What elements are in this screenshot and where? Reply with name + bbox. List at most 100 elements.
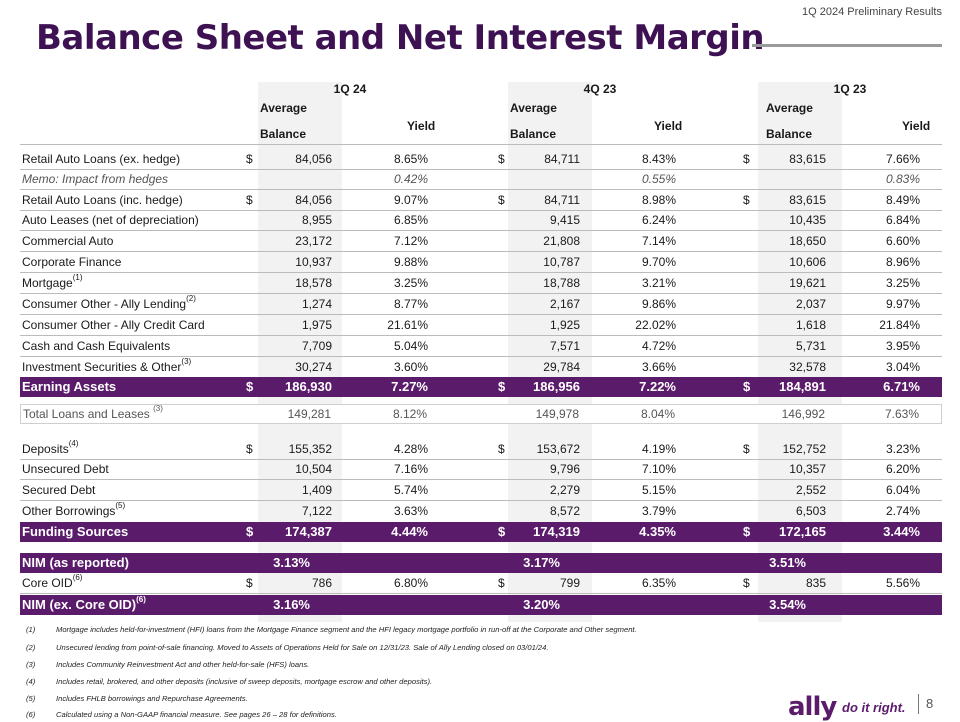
row-label-text: Consumer Other - Ally Lending	[22, 297, 187, 311]
nim-value: 3.17%	[523, 555, 560, 570]
yield-value: 6.80%	[393, 576, 428, 590]
yield-value: 8.77%	[393, 297, 428, 311]
yield-value: 6.20%	[885, 462, 920, 476]
balance-value: 9,415	[549, 213, 580, 227]
balance-value: 786	[311, 576, 332, 590]
yield-value: 5.04%	[393, 339, 428, 353]
balance-value: 7,571	[549, 339, 580, 353]
yield-value: 3.44%	[883, 524, 920, 539]
balance-value: 23,172	[295, 234, 332, 248]
row-label-text: Total Loans and Leases	[23, 407, 154, 421]
row-divider	[20, 293, 942, 294]
balance-value: 172,165	[779, 524, 826, 539]
yield-value: 9.07%	[393, 193, 428, 207]
nim-value: 3.13%	[273, 555, 310, 570]
period-label: 1Q 24	[333, 82, 367, 96]
yield-value: 7.14%	[641, 234, 676, 248]
row-divider	[20, 593, 942, 594]
balance-value: 5,731	[795, 339, 826, 353]
yield-value: 6.71%	[883, 379, 920, 394]
row-label: Investment Securities & Other(3)	[22, 357, 191, 377]
balance-value: 184,891	[779, 379, 826, 394]
footnote-number: (6)	[26, 710, 36, 719]
currency-symbol: $	[498, 193, 505, 207]
balance-value: 9,796	[549, 462, 580, 476]
table-row: Investment Securities & Other(3) 30,274 3.…	[20, 357, 942, 377]
balance-value: 799	[559, 576, 580, 590]
currency-symbol: $	[246, 193, 253, 207]
balance-label: Balance	[510, 127, 557, 141]
yield-value: 9.70%	[641, 255, 676, 269]
row-label: Auto Leases (net of depreciation)	[22, 210, 199, 230]
balance-value: 153,672	[536, 442, 580, 456]
footnote: (1) Mortgage includes held-for-investment…	[26, 625, 637, 634]
avg-label: Average	[260, 101, 307, 115]
balance-value: 18,788	[543, 276, 580, 290]
nim-value: 3.54%	[769, 597, 806, 612]
table-row: Memo: Impact from hedges 0.42% 0.55% 0.83%	[20, 169, 942, 189]
balance-value: 10,435	[789, 213, 826, 227]
yield-value: 7.10%	[641, 462, 676, 476]
footnote-ref: (3)	[153, 404, 163, 413]
balance-value: 10,504	[295, 462, 332, 476]
yield-value: 8.04%	[640, 407, 675, 421]
balance-value: 152,752	[782, 442, 826, 456]
row-label-text: Earning Assets	[22, 379, 117, 394]
table-row: Retail Auto Loans (ex. hedge) $84,056 8.65…	[20, 149, 942, 169]
yield-value: 2.74%	[885, 504, 920, 518]
footnote: (2) Unsecured lending from point-of-sale …	[26, 643, 549, 652]
balance-value: 7,122	[301, 504, 332, 518]
table-row: Secured Debt 1,409 5.74% 2,279 5.15% 2,552 6.0…	[20, 480, 942, 500]
yield-value: 21.84%	[879, 318, 920, 332]
balance-value: 6,503	[795, 504, 826, 518]
yield-value: 6.85%	[393, 213, 428, 227]
row-label-text: Mortgage	[22, 276, 73, 290]
row-divider	[20, 356, 942, 357]
balance-value: 84,056	[295, 152, 332, 166]
yield-value: 6.24%	[641, 213, 676, 227]
footnote-ref: (6)	[72, 573, 83, 582]
table-row: Mortgage(1) 18,578 3.25% 18,788 3.21% 19,621 3…	[20, 273, 942, 293]
table-row: Cash and Cash Equivalents 7,709 5.04% 7,571…	[20, 336, 942, 356]
balance-value: 19,621	[789, 276, 826, 290]
table-row: Core OID(6) $786 6.80% $799 6.35% $835 5.56%	[20, 573, 942, 593]
balance-value: 2,552	[795, 483, 826, 497]
footnote: (4) Includes retail, brokered, and other …	[26, 677, 432, 686]
footnote-number: (5)	[26, 694, 36, 703]
title-rule	[752, 44, 942, 47]
row-divider	[20, 272, 942, 273]
balance-value: 2,167	[549, 297, 580, 311]
yield-value: 7.66%	[885, 152, 920, 166]
balance-value: 30,274	[295, 360, 332, 374]
balance-value: 84,056	[295, 193, 332, 207]
yield-value: 3.25%	[393, 276, 428, 290]
row-label: Other Borrowings(5)	[22, 501, 125, 521]
table-row: Unsecured Debt 10,504 7.16% 9,796 7.10% 10,35…	[20, 459, 942, 479]
row-divider	[20, 459, 942, 460]
yield-value: 9.97%	[885, 297, 920, 311]
nim-value: 3.20%	[523, 597, 560, 612]
balance-value: 1,274	[301, 297, 332, 311]
balance-value: 18,578	[295, 276, 332, 290]
row-label: Consumer Other - Ally Lending(2)	[22, 294, 196, 314]
yield-value: 8.96%	[885, 255, 920, 269]
yield-value: 4.44%	[391, 524, 428, 539]
yield-value: 3.79%	[641, 504, 676, 518]
yield-value: 4.35%	[639, 524, 676, 539]
yield-value: 9.88%	[393, 255, 428, 269]
table-row: NIM (ex. Core OID)(6) 3.16% 3.20% 3.54%	[20, 595, 942, 615]
footnote-text: Includes Community Reinvestment Act and …	[56, 660, 310, 669]
table-row: Other Borrowings(5) 7,122 3.63% 8,572 3.79% 6…	[20, 501, 942, 521]
row-label: NIM (as reported)	[22, 553, 129, 573]
row-divider	[20, 479, 942, 480]
table-row: NIM (as reported) 3.13% 3.17% 3.51%	[20, 553, 942, 573]
nim-value: 3.51%	[769, 555, 806, 570]
avg-label: Average	[766, 101, 813, 115]
balance-label: Balance	[766, 127, 813, 141]
period-label: 1Q 23	[833, 82, 867, 96]
row-divider	[20, 500, 942, 501]
row-label-text: Auto Leases (net of depreciation)	[22, 213, 199, 227]
row-label: Retail Auto Loans (ex. hedge)	[22, 149, 180, 169]
table-row: Retail Auto Loans (inc. hedge) $84,056 9.0…	[20, 190, 942, 210]
currency-symbol: $	[743, 193, 750, 207]
